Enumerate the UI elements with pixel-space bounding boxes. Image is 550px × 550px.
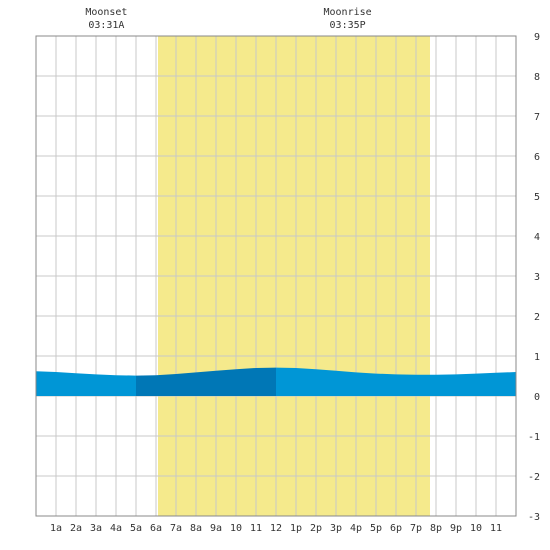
y-tick-label: 0	[534, 392, 540, 403]
x-tick-label: 11	[250, 523, 262, 534]
x-tick-label: 10	[470, 523, 482, 534]
y-tick-label: 1	[534, 352, 540, 363]
y-tick-label: 9	[534, 32, 540, 43]
x-tick-label: 8a	[190, 523, 202, 534]
x-tick-label: 3p	[330, 523, 342, 534]
moon-event-label: Moonrise	[324, 7, 372, 18]
y-tick-label: -1	[528, 432, 540, 443]
tide-area-falling	[36, 371, 136, 396]
x-tick-label: 4p	[350, 523, 362, 534]
x-tick-label: 7a	[170, 523, 182, 534]
y-tick-label: -3	[528, 512, 540, 523]
moon-event-time: 03:31A	[88, 20, 124, 31]
moon-event-time: 03:35P	[330, 20, 366, 31]
x-tick-label: 10	[230, 523, 242, 534]
x-tick-label: 9a	[210, 523, 222, 534]
x-tick-label: 7p	[410, 523, 422, 534]
y-tick-label: 3	[534, 272, 540, 283]
tide-area-falling	[276, 367, 516, 396]
x-tick-label: 12	[270, 523, 282, 534]
x-tick-label: 2a	[70, 523, 82, 534]
y-tick-label: 5	[534, 192, 540, 203]
x-tick-label: 2p	[310, 523, 322, 534]
x-tick-label: 1p	[290, 523, 302, 534]
x-tick-label: 6a	[150, 523, 162, 534]
y-tick-label: 8	[534, 72, 540, 83]
x-tick-label: 3a	[90, 523, 102, 534]
y-tick-label: 7	[534, 112, 540, 123]
x-tick-label: 5p	[370, 523, 382, 534]
plot-border	[35, 35, 517, 517]
tide-area-rising	[136, 367, 276, 396]
x-tick-label: 1a	[50, 523, 62, 534]
x-tick-label: 4a	[110, 523, 122, 534]
y-tick-label: -2	[528, 472, 540, 483]
x-tick-label: 6p	[390, 523, 402, 534]
x-tick-label: 5a	[130, 523, 142, 534]
x-tick-label: 11	[490, 523, 502, 534]
y-tick-label: 2	[534, 312, 540, 323]
y-tick-label: 4	[534, 232, 540, 243]
x-tick-label: 9p	[450, 523, 462, 534]
x-tick-label: 8p	[430, 523, 442, 534]
moon-event-label: Moonset	[85, 7, 127, 18]
y-tick-label: 6	[534, 152, 540, 163]
